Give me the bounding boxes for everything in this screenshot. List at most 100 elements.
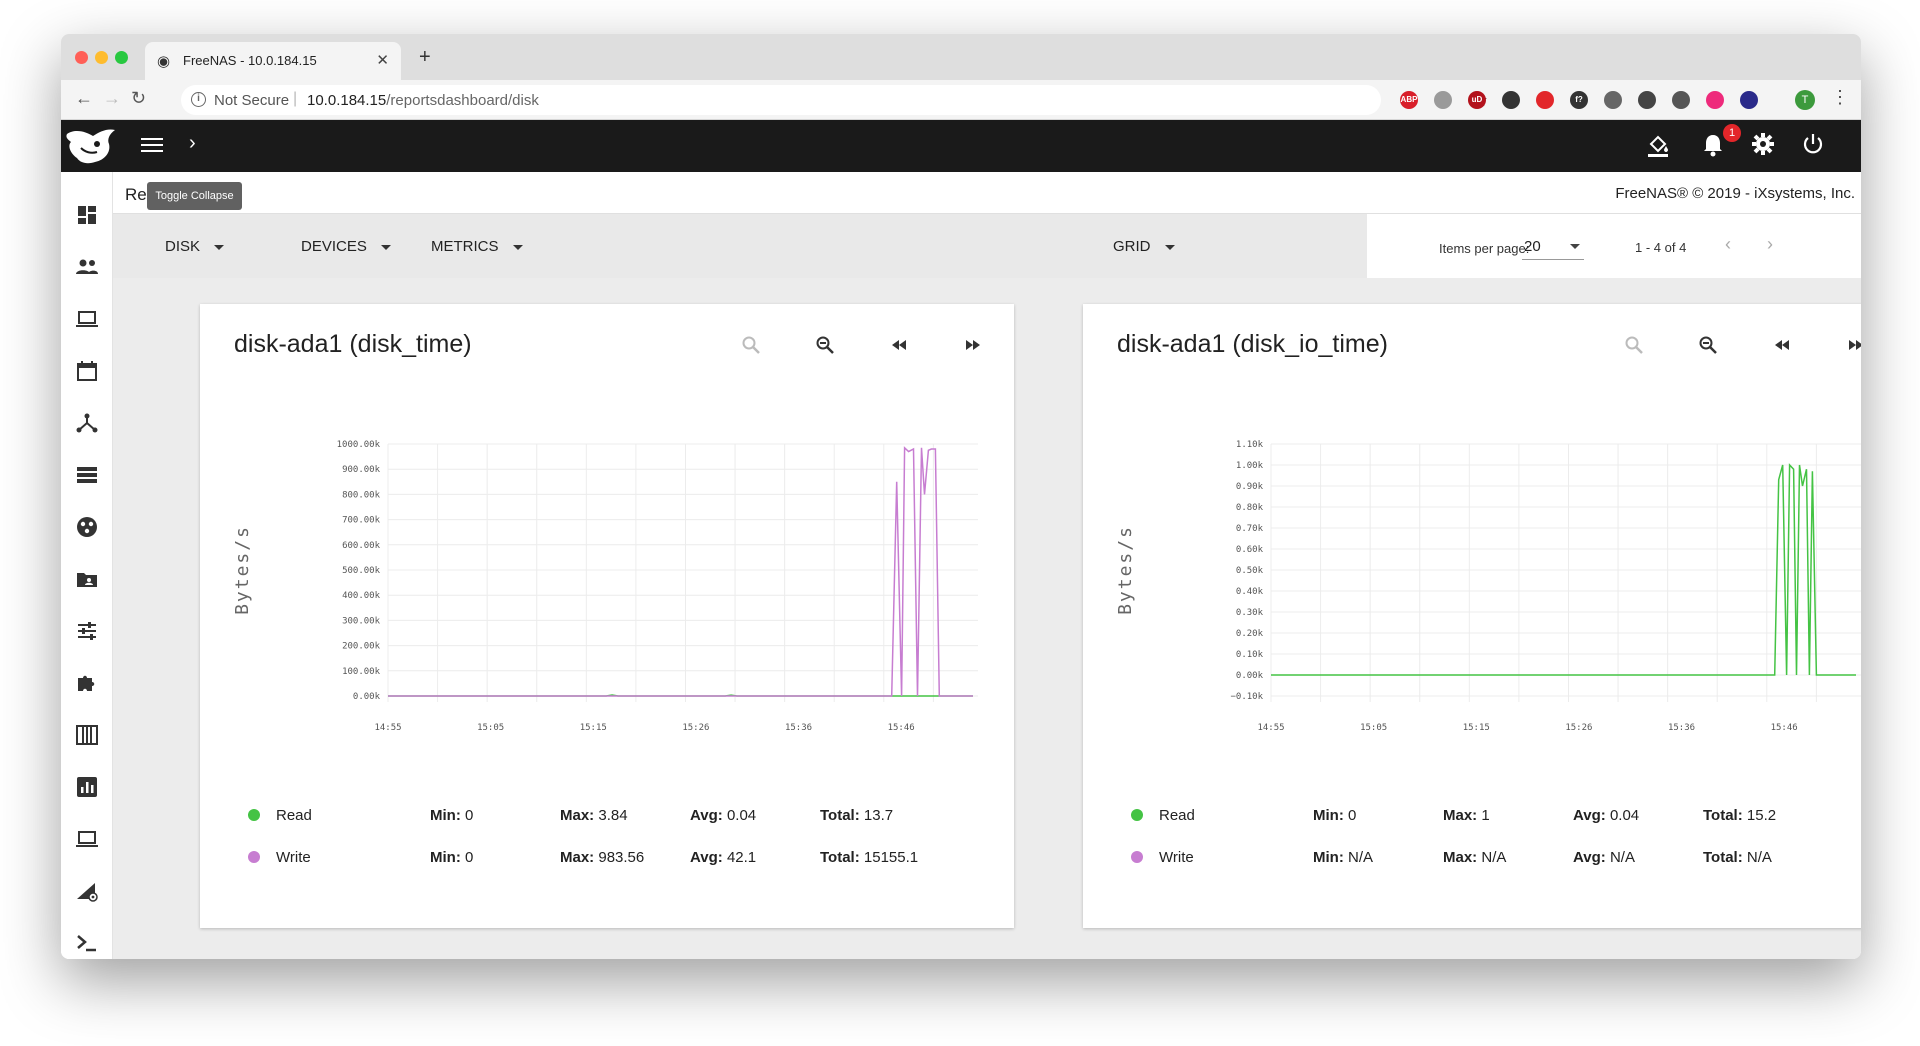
- items-per-page-select[interactable]: 20: [1522, 234, 1584, 260]
- download-circle-icon[interactable]: [1502, 91, 1520, 109]
- url-text: 10.0.184.15/reportsdashboard/disk: [307, 92, 539, 109]
- dashboard-icon[interactable]: [74, 202, 100, 228]
- x-tick-label: 15:26: [682, 723, 709, 733]
- step-back-icon[interactable]: [888, 334, 910, 356]
- devices-menu[interactable]: DEVICES: [301, 238, 391, 255]
- step-forward-icon[interactable]: [962, 334, 984, 356]
- legend-avg: Avg: N/A: [1573, 849, 1635, 866]
- y-tick-label: 700.00k: [342, 516, 381, 526]
- x-tick-label: 15:36: [785, 723, 812, 733]
- y-tick-label: 0.30k: [1236, 608, 1264, 618]
- y-tick-label: 0.60k: [1236, 545, 1264, 555]
- breadcrumb: Re sk FreeNAS® © 2019 - iXsystems, Inc.: [113, 172, 1861, 214]
- profile-avatar[interactable]: T: [1795, 90, 1815, 110]
- paint-bucket-icon[interactable]: [1645, 132, 1671, 158]
- freenas-favicon-icon: ◉: [157, 53, 171, 70]
- power-icon[interactable]: [1801, 132, 1825, 156]
- services-tune-icon[interactable]: [74, 618, 100, 644]
- accounts-icon[interactable]: [74, 254, 100, 280]
- legend-dot: [1131, 851, 1143, 863]
- grid-menu[interactable]: GRID: [1113, 238, 1175, 255]
- legend-total: Total: 15155.1: [820, 849, 919, 866]
- y-tick-label: 0.90k: [1236, 482, 1264, 492]
- legend-avg: Avg: 0.04: [690, 807, 757, 824]
- legend-series-name: Read: [276, 807, 312, 824]
- virtual-machines-icon[interactable]: [74, 826, 100, 852]
- adblock-icon[interactable]: ABP: [1400, 91, 1418, 109]
- browser-window: ◉ FreeNAS - 10.0.184.15 ✕ + ← → ↻ i Not …: [61, 34, 1861, 959]
- back-arrow-icon[interactable]: ←: [75, 88, 93, 108]
- x-tick-label: 15:15: [580, 723, 607, 733]
- close-window-button[interactable]: [75, 51, 88, 64]
- grid-menu-label: GRID: [1113, 238, 1151, 255]
- shell-icon[interactable]: [74, 930, 100, 956]
- legend-min: Min: 0: [430, 849, 474, 866]
- freenas-logo-icon[interactable]: [63, 124, 117, 168]
- step-back-icon[interactable]: [1771, 334, 1793, 356]
- legend-avg: Avg: 0.04: [1573, 807, 1640, 824]
- ublock-icon[interactable]: uD: [1468, 91, 1486, 109]
- url-path: /reportsdashboard/disk: [386, 92, 539, 109]
- download-arrow-icon[interactable]: [1434, 91, 1452, 109]
- hamburger-menu-icon[interactable]: [141, 134, 163, 156]
- y-tick-label: 0.80k: [1236, 503, 1264, 513]
- zoom-out-icon[interactable]: [814, 334, 836, 356]
- system-laptop-icon[interactable]: [74, 306, 100, 332]
- x-tick-label: 15:26: [1565, 723, 1592, 733]
- y-tick-label: 100.00k: [342, 667, 381, 677]
- network-icon[interactable]: [74, 410, 100, 436]
- previous-page-button[interactable]: ‹: [1725, 234, 1731, 254]
- close-tab-icon[interactable]: ✕: [376, 52, 389, 69]
- stop-hand-icon[interactable]: [1536, 91, 1554, 109]
- sidebar: [61, 172, 113, 959]
- function-icon[interactable]: f?: [1570, 91, 1588, 109]
- disk-menu[interactable]: DISK: [165, 238, 225, 255]
- disk-io-time-line-chart[interactable]: 1.10k 1.00k 0.90k 0.80k 0.70k 0.60k 0.50k 0.40k…: [1111, 394, 1861, 764]
- new-tab-button[interactable]: +: [419, 46, 431, 68]
- browser-menu-icon[interactable]: ⋮: [1831, 87, 1849, 107]
- url-separator: |: [293, 90, 298, 107]
- bell-icon[interactable]: [1701, 132, 1725, 158]
- y-tick-label: 0.20k: [1236, 629, 1264, 639]
- screen-capture-icon[interactable]: [1672, 91, 1690, 109]
- y-tick-label: 0.00k: [1236, 671, 1264, 681]
- y-axis-label: Bytes/s: [232, 525, 253, 615]
- info-icon[interactable]: i: [191, 92, 206, 107]
- browser-tab[interactable]: ◉ FreeNAS - 10.0.184.15 ✕: [145, 42, 401, 80]
- display-system-processes-icon[interactable]: [74, 878, 100, 904]
- legend-row-read: Read Min: 0 Max: 1 Avg: 0.04 Total: 15.2: [1131, 806, 1861, 830]
- y-tick-label: −0.10k: [1230, 692, 1263, 702]
- reports-toolbar: DISK DEVICES METRICS GRID Items per page…: [113, 214, 1861, 278]
- gear-icon[interactable]: [1751, 132, 1775, 156]
- storage-icon[interactable]: [74, 462, 100, 488]
- x-tick-label: 15:46: [1771, 723, 1798, 733]
- sharing-folder-icon[interactable]: [74, 566, 100, 592]
- zoom-in-icon[interactable]: [1623, 334, 1645, 356]
- leaf-icon[interactable]: [1638, 91, 1656, 109]
- chevron-right-icon[interactable]: ›: [189, 132, 196, 154]
- forward-arrow-icon[interactable]: →: [103, 88, 121, 108]
- chart-card-disk-time: disk-ada1 (disk_time) 1000.00k 900.00k 800…: [200, 304, 1014, 928]
- step-forward-icon[interactable]: [1845, 334, 1861, 356]
- url-field[interactable]: i Not Secure | 10.0.184.15/reportsdashbo…: [181, 85, 1488, 115]
- globe-icon[interactable]: [1604, 91, 1622, 109]
- plugins-puzzle-icon[interactable]: [74, 670, 100, 696]
- metrics-menu[interactable]: METRICS: [431, 238, 523, 255]
- toggle-icon[interactable]: [1740, 91, 1758, 109]
- link-icon[interactable]: [1706, 91, 1724, 109]
- directory-services-icon[interactable]: [74, 514, 100, 540]
- reload-icon[interactable]: ↻: [131, 88, 147, 108]
- y-tick-label: 400.00k: [342, 591, 381, 601]
- jails-icon[interactable]: [74, 722, 100, 748]
- zoom-out-icon[interactable]: [1697, 334, 1719, 356]
- next-page-button[interactable]: ›: [1767, 234, 1773, 254]
- zoom-in-icon[interactable]: [740, 334, 762, 356]
- tasks-calendar-icon[interactable]: [74, 358, 100, 384]
- reporting-chart-icon[interactable]: [74, 774, 100, 800]
- x-tick-label: 15:05: [1360, 723, 1387, 733]
- tab-title: FreeNAS - 10.0.184.15: [183, 53, 317, 68]
- minimize-window-button[interactable]: [95, 51, 108, 64]
- disk-time-line-chart[interactable]: 1000.00k 900.00k 800.00k 700.00k 600.00k 500.…: [228, 394, 998, 764]
- legend-series-name: Read: [1159, 807, 1195, 824]
- maximize-window-button[interactable]: [115, 51, 128, 64]
